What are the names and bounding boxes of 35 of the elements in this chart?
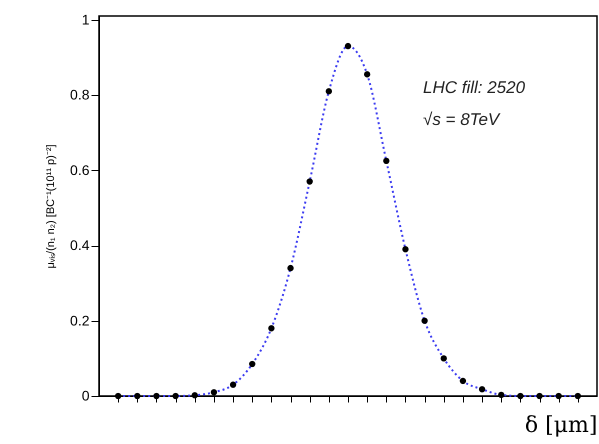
point — [440, 355, 447, 362]
point — [517, 392, 524, 400]
point — [306, 178, 313, 185]
point — [134, 392, 140, 400]
point — [402, 246, 409, 252]
point — [326, 88, 332, 94]
point — [574, 392, 582, 400]
point — [383, 158, 390, 164]
point — [287, 264, 294, 272]
point — [460, 378, 466, 384]
y-axis-title: μᵥᵢₛ/(n₁ n₂) [BC⁻¹(10¹¹ p)⁻²] — [45, 144, 58, 269]
point — [344, 42, 352, 50]
point — [153, 392, 160, 400]
point — [249, 360, 256, 368]
x-axis-title: δ [μm] — [524, 413, 598, 438]
y-tick-label: 0.4 — [70, 237, 90, 254]
point — [421, 318, 428, 324]
point — [230, 382, 236, 388]
point — [172, 392, 179, 400]
y-tick-label: 0.6 — [70, 162, 90, 178]
point — [364, 71, 370, 78]
point — [268, 325, 275, 332]
point — [536, 392, 543, 400]
y-tick-label: 0.2 — [70, 312, 90, 328]
point — [210, 389, 218, 396]
annotation: √s = 8TeV — [423, 110, 501, 129]
y-tick-label: 0.8 — [70, 86, 90, 103]
annotation: LHC fill: 2520 — [423, 78, 526, 97]
y-tick-label: 0 — [82, 388, 90, 404]
point — [556, 392, 562, 400]
point — [478, 386, 486, 392]
point — [498, 392, 504, 398]
point — [114, 392, 122, 400]
y-tick-label: 1 — [82, 11, 90, 28]
point — [192, 392, 198, 398]
